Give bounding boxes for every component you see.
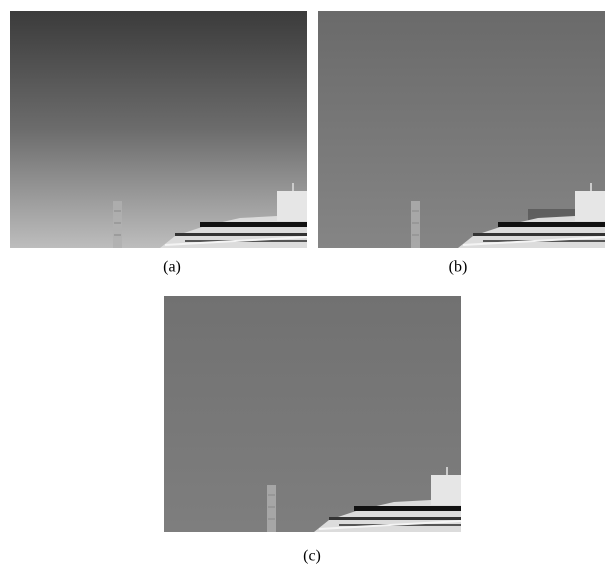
panel-c — [164, 296, 461, 532]
image-background — [164, 296, 461, 532]
caption: (b) — [449, 259, 468, 276]
page: (a) (b) (c) (() => { const data = JSON.p… — [0, 0, 607, 567]
image-background — [10, 11, 307, 248]
caption: (c) — [303, 548, 321, 565]
figure: (a) (b) (c) — [0, 0, 607, 567]
caption: (a) — [163, 259, 181, 276]
panel-b — [318, 11, 605, 248]
panel-a — [10, 11, 307, 248]
